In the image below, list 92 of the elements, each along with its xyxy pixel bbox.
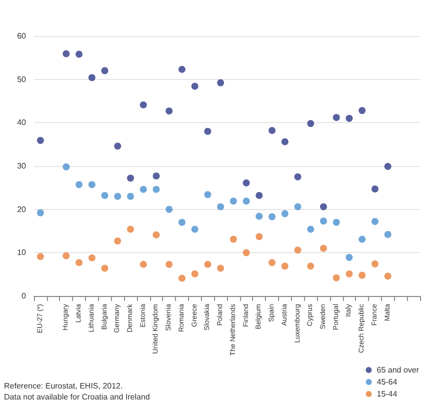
point [294, 203, 302, 210]
point [36, 209, 44, 216]
point [140, 186, 147, 193]
y-tick-label: 60 [17, 32, 27, 40]
point [242, 179, 250, 186]
point [242, 198, 250, 205]
point [217, 79, 224, 86]
point [332, 218, 340, 226]
point [256, 192, 263, 199]
point [268, 126, 276, 134]
point [320, 244, 327, 252]
point [127, 192, 134, 200]
legend-label: 45-64 [376, 378, 398, 386]
point [281, 210, 288, 218]
point [62, 252, 70, 260]
y-tick-label: 10 [17, 248, 27, 258]
point [114, 237, 122, 244]
point [294, 173, 302, 180]
point [178, 218, 186, 226]
y-tick-label: 40 [17, 118, 27, 128]
point [307, 120, 314, 128]
point [294, 246, 302, 254]
point [101, 67, 108, 74]
point [268, 213, 276, 220]
point [36, 136, 44, 144]
point [281, 138, 288, 146]
legend-label: 15-44 [376, 390, 398, 398]
point [307, 262, 314, 270]
point [152, 231, 160, 238]
point [371, 218, 378, 225]
point [88, 181, 96, 188]
point [307, 226, 314, 233]
point [127, 226, 134, 233]
point [384, 230, 392, 238]
point [281, 262, 288, 270]
point [332, 274, 340, 282]
point [152, 172, 160, 180]
point [204, 128, 212, 135]
y-tick-label: 20 [17, 204, 27, 214]
text: Reference: Eurostat, EHIS, 2012. [4, 382, 123, 390]
text: Data not available for Croatia and Ireland [4, 392, 150, 402]
point [178, 274, 186, 282]
point [230, 198, 237, 205]
point [217, 264, 224, 272]
point [166, 260, 173, 268]
y-tick-label: 0 [22, 292, 27, 300]
point [256, 212, 263, 220]
point [346, 270, 353, 278]
point [358, 236, 366, 243]
point [36, 253, 44, 260]
point [230, 236, 237, 243]
point [76, 50, 83, 58]
point [384, 162, 392, 170]
point [332, 114, 340, 121]
point [140, 260, 147, 268]
point [62, 163, 70, 170]
point [166, 206, 173, 213]
point [191, 226, 198, 233]
point [76, 259, 83, 266]
point [76, 181, 83, 188]
y-tick-label: 50 [17, 74, 27, 84]
point [256, 233, 263, 240]
point [88, 254, 96, 262]
point [358, 107, 366, 114]
point [114, 192, 122, 200]
point [114, 142, 122, 150]
point [217, 203, 224, 210]
point [88, 74, 96, 82]
point [127, 174, 134, 182]
point [140, 101, 147, 108]
point [101, 192, 108, 199]
point [346, 254, 353, 261]
point [371, 185, 378, 192]
point [358, 272, 366, 279]
point [101, 264, 108, 272]
point [268, 259, 276, 266]
legend-label: 65 and over [376, 366, 420, 374]
point [204, 191, 212, 198]
point [242, 249, 250, 256]
point [204, 260, 212, 268]
point [320, 203, 327, 210]
point [62, 50, 70, 58]
point [371, 260, 378, 268]
point [320, 218, 327, 225]
point [191, 270, 198, 278]
point [384, 272, 392, 280]
point [178, 66, 186, 73]
point [346, 114, 353, 122]
point [166, 107, 173, 114]
y-tick-label: 30 [17, 162, 27, 170]
point [152, 186, 160, 193]
point [191, 82, 198, 90]
